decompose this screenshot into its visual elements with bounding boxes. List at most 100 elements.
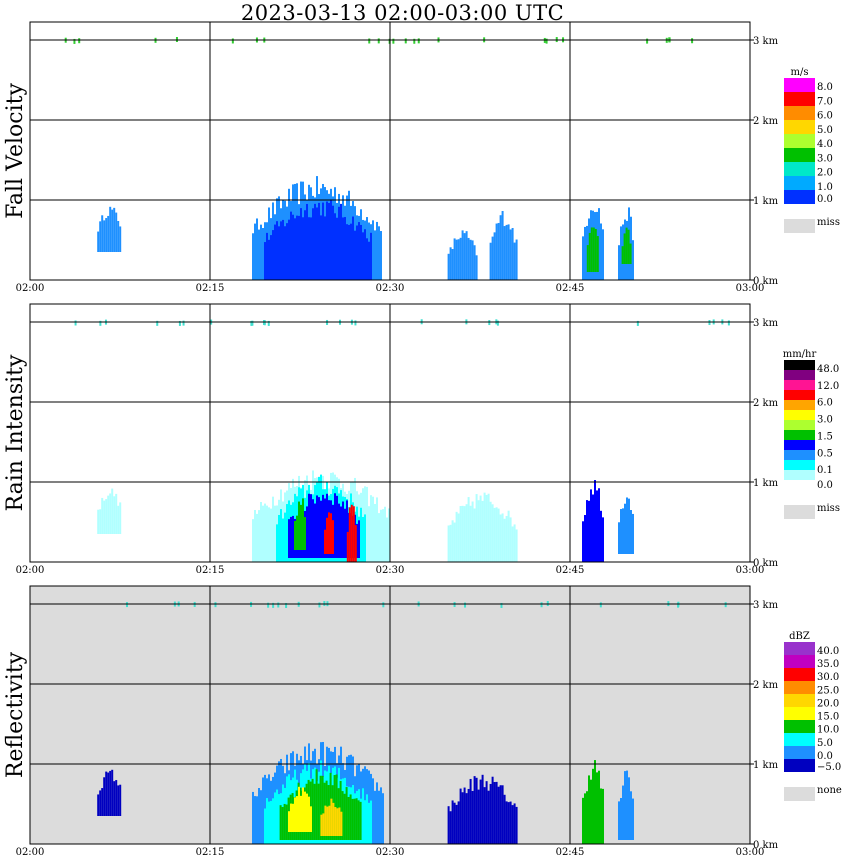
legend-swatch bbox=[784, 176, 815, 190]
echo-column bbox=[300, 795, 302, 832]
legend-unit: m/s bbox=[791, 67, 809, 78]
time-tick-label: 02:15 bbox=[196, 283, 225, 294]
echo-column bbox=[499, 215, 502, 280]
top-echo-speckle bbox=[73, 38, 76, 44]
echo-column bbox=[618, 245, 620, 280]
echo-column bbox=[596, 772, 598, 844]
echo-column bbox=[479, 495, 482, 562]
echo-column bbox=[314, 503, 316, 558]
echo-column bbox=[491, 776, 494, 844]
echo-column bbox=[507, 802, 510, 844]
echo-column bbox=[467, 497, 470, 562]
time-tick-label: 02:15 bbox=[196, 847, 225, 858]
echo-column bbox=[481, 774, 484, 844]
echo-column bbox=[473, 245, 476, 280]
legend-swatch bbox=[784, 410, 815, 420]
echo-column bbox=[326, 806, 329, 836]
echo-column bbox=[320, 814, 323, 836]
top-echo-speckle bbox=[413, 38, 416, 44]
legend-label: 6.0 bbox=[817, 111, 833, 122]
echo-column bbox=[336, 495, 338, 558]
echo-column bbox=[475, 777, 478, 844]
top-echo-speckle bbox=[453, 602, 456, 608]
echo-column bbox=[315, 769, 318, 840]
echo-column bbox=[515, 806, 518, 844]
echo-column bbox=[292, 803, 294, 832]
echo-column bbox=[274, 224, 276, 280]
top-echo-speckle bbox=[377, 38, 380, 44]
echo-column bbox=[584, 226, 586, 280]
echo-column bbox=[351, 798, 354, 840]
echo-column bbox=[268, 239, 270, 280]
legend-swatch bbox=[784, 148, 815, 162]
echo-column bbox=[113, 781, 116, 816]
echo-column bbox=[338, 503, 340, 558]
echo-column bbox=[620, 509, 622, 554]
echo-column bbox=[344, 508, 346, 558]
height-tick-label: 1 km bbox=[753, 478, 779, 489]
echo-column bbox=[513, 803, 516, 844]
echo-column bbox=[115, 212, 118, 252]
echo-column bbox=[493, 782, 496, 844]
echo-column bbox=[282, 518, 284, 562]
panel-0: 0 km 1 km 2 km 3 km 02:00 02:15 02:30 02:45 03:0… bbox=[3, 21, 840, 294]
echo-column bbox=[586, 791, 588, 844]
echo-column bbox=[294, 520, 296, 550]
echo-column bbox=[467, 237, 470, 280]
echo-column bbox=[328, 805, 331, 836]
echo-column bbox=[511, 228, 514, 280]
echo-column bbox=[338, 807, 341, 836]
echo-column bbox=[629, 243, 632, 264]
echo-column bbox=[336, 217, 338, 280]
echo-column bbox=[501, 513, 504, 562]
echo-column bbox=[598, 770, 600, 844]
echo-column bbox=[343, 793, 346, 840]
echo-column bbox=[103, 500, 106, 534]
echo-column bbox=[457, 513, 460, 562]
echo-column bbox=[345, 787, 348, 840]
legend-label: 3.0 bbox=[817, 153, 833, 164]
echo-column bbox=[592, 768, 594, 844]
echo-column bbox=[103, 220, 106, 252]
echo-column bbox=[308, 796, 310, 832]
echo-column bbox=[449, 811, 452, 844]
echo-column bbox=[285, 804, 288, 840]
legend-swatch bbox=[784, 400, 815, 410]
top-echo-speckle bbox=[382, 602, 385, 608]
echo-column bbox=[511, 805, 514, 844]
echo-column bbox=[368, 241, 370, 280]
echo-column bbox=[592, 227, 595, 272]
height-tick-label: 2 km bbox=[753, 398, 779, 409]
echo-column bbox=[322, 202, 324, 280]
echo-column bbox=[335, 774, 338, 840]
echo-column bbox=[465, 504, 468, 562]
echo-column bbox=[447, 806, 450, 844]
echo-column bbox=[511, 526, 514, 562]
time-tick-label: 02:30 bbox=[376, 565, 405, 576]
echo-column bbox=[328, 512, 330, 554]
echo-column bbox=[485, 781, 488, 844]
echo-column bbox=[513, 242, 516, 280]
legend-label: 6.0 bbox=[817, 398, 833, 409]
echo-column bbox=[276, 221, 278, 280]
time-tick-label: 03:00 bbox=[736, 283, 765, 294]
echo-column bbox=[103, 777, 106, 816]
echo-column bbox=[493, 232, 496, 280]
echo-column bbox=[602, 517, 604, 562]
echo-column bbox=[588, 500, 590, 562]
echo-column bbox=[584, 515, 586, 562]
legend-swatch bbox=[784, 668, 815, 681]
legend-label: 1.5 bbox=[817, 431, 833, 442]
echo-column bbox=[378, 226, 380, 280]
legend: m/s 8.0 7.0 6.0 5.0 4.0 3.0 2.0 1.00.0 miss bbox=[784, 67, 840, 233]
legend-label: 25.0 bbox=[817, 685, 839, 696]
legend-swatch bbox=[784, 420, 815, 430]
echo-column bbox=[364, 800, 366, 844]
echo-column bbox=[507, 510, 510, 562]
legend-swatch bbox=[784, 390, 815, 400]
echo-column bbox=[109, 770, 112, 816]
echo-column bbox=[628, 498, 630, 554]
echo-column bbox=[347, 796, 350, 840]
time-tick-label: 02:30 bbox=[376, 283, 405, 294]
echo-column bbox=[258, 229, 260, 280]
